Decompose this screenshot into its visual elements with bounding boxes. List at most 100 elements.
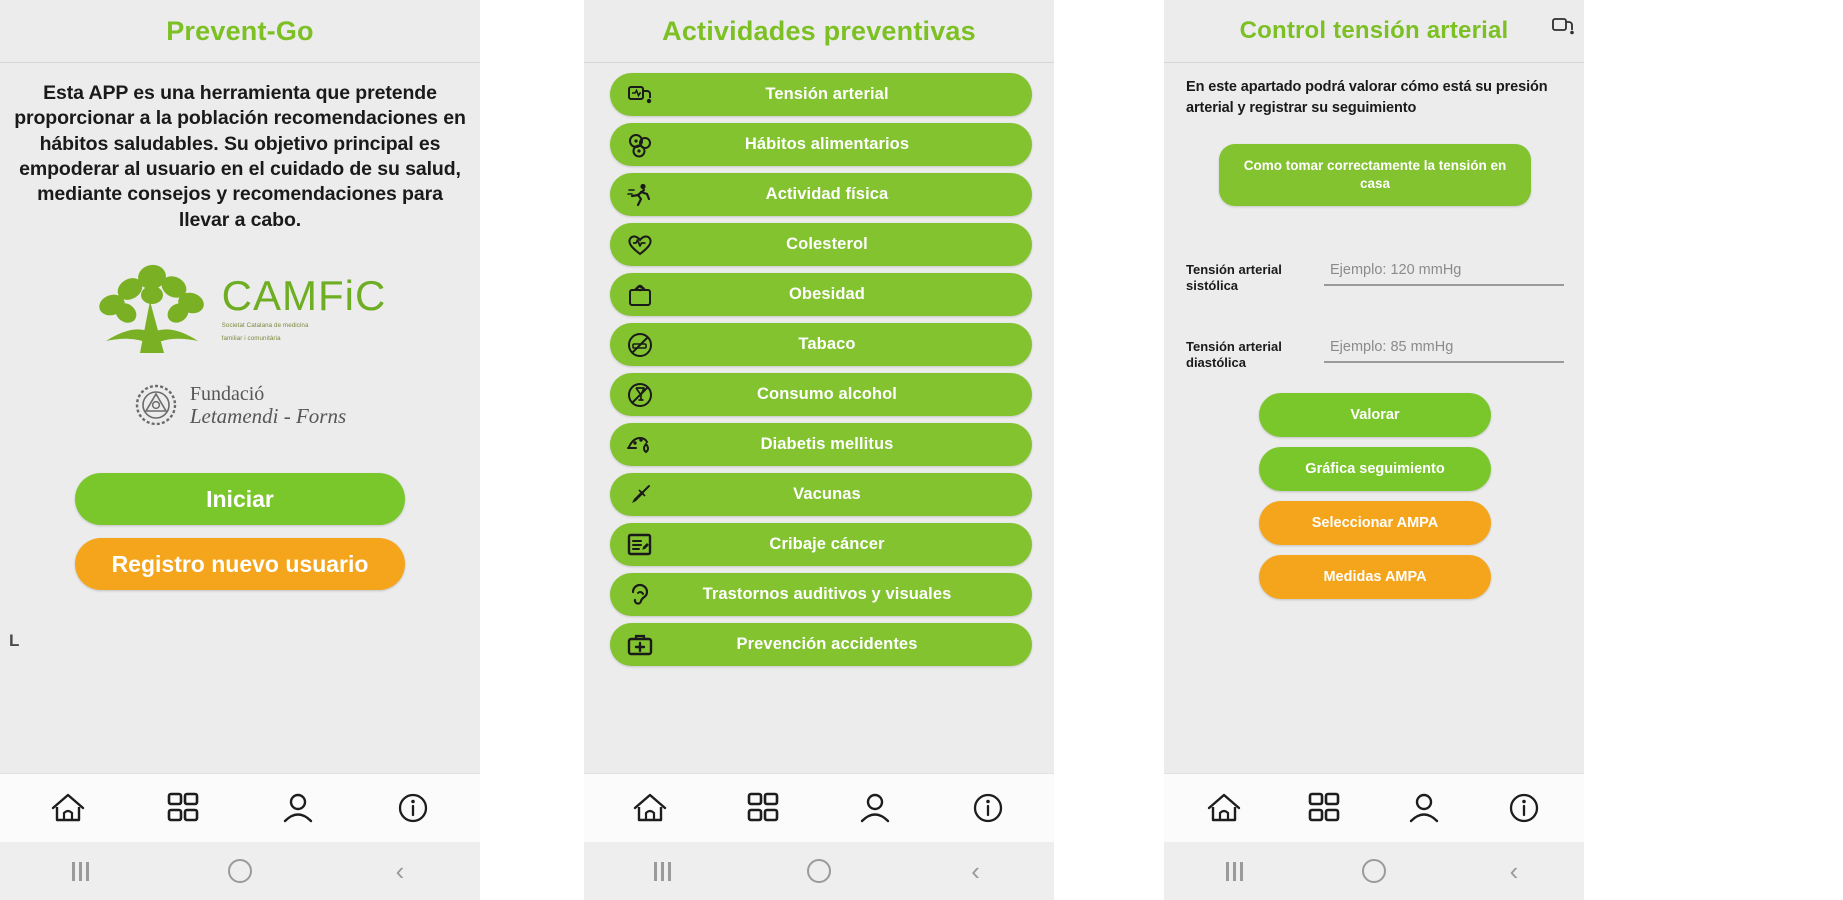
diastolic-input[interactable] xyxy=(1324,334,1564,363)
registro-nuevo-usuario-button[interactable]: Registro nuevo usuario xyxy=(75,538,405,591)
camfic-wordmark: CAMFiC Societat Catalana de medicina fam… xyxy=(221,271,387,344)
list-item[interactable]: Diabetis mellitus xyxy=(610,423,1032,466)
tab-info[interactable] xyxy=(960,784,1016,832)
tab-home[interactable] xyxy=(1196,784,1252,832)
page-title: Actividades preventivas xyxy=(662,15,976,46)
no-smoking-icon xyxy=(626,331,654,359)
stray-label: L xyxy=(9,631,20,650)
list-item[interactable]: Prevención accidentes xyxy=(610,623,1032,666)
camfic-subtitle-1: Societat Catalana de medicina xyxy=(221,321,309,329)
page-title: Control tensión arterial xyxy=(1239,17,1509,44)
system-nav-bar: ‹ xyxy=(584,842,1054,900)
bottom-tabbar xyxy=(0,773,480,842)
tab-info[interactable] xyxy=(385,784,441,832)
phone-screen-blood-pressure: Control tensión arterial En este apartad… xyxy=(1164,0,1584,900)
gap-right xyxy=(1584,0,1843,900)
list-item[interactable]: Obesidad xyxy=(610,273,1032,316)
bp-body: En este apartado podrá valorar cómo está… xyxy=(1164,63,1584,600)
list-item-label: Tabaco xyxy=(798,335,856,353)
fundacio-logo: Fundació Letamendi - Forns xyxy=(134,383,346,427)
system-nav-bar: ‹ xyxy=(0,842,480,900)
camfic-logo: CAMFiC Societat Catalana de medicina fam… xyxy=(94,261,387,357)
list-item-label: Cribaje cáncer xyxy=(769,535,885,553)
tab-profile[interactable] xyxy=(1396,784,1452,832)
list-item-label: Prevención accidentes xyxy=(736,635,918,653)
diastolic-field: Tensión arterial diastólica xyxy=(1186,334,1564,372)
systolic-input[interactable] xyxy=(1324,258,1564,287)
list-item[interactable]: Tabaco xyxy=(610,323,1032,366)
bottom-tabbar xyxy=(1164,773,1584,842)
bp-description: En este apartado podrá valorar cómo está… xyxy=(1186,79,1548,116)
blood-pressure-monitor-icon xyxy=(626,81,654,109)
recents-icon[interactable] xyxy=(50,851,110,891)
system-home-icon[interactable] xyxy=(1344,851,1404,891)
tree-person-logo-icon xyxy=(94,261,212,357)
list-item[interactable]: Tensión arterial xyxy=(610,73,1032,116)
recents-icon[interactable] xyxy=(1204,851,1264,891)
checklist-document-icon xyxy=(626,531,654,559)
list-item[interactable]: Actividad física xyxy=(610,173,1032,216)
fundacio-circle-logo-icon xyxy=(134,383,178,427)
list-item[interactable]: Cribaje cáncer xyxy=(610,523,1032,566)
home-content: Esta APP es una herramienta que pretende… xyxy=(0,63,480,773)
fundacio-line-1: Fundació xyxy=(189,382,265,405)
list-item-label: Consumo alcohol xyxy=(757,385,897,403)
tab-profile[interactable] xyxy=(847,784,903,832)
tab-home[interactable] xyxy=(622,784,678,832)
tab-activities[interactable] xyxy=(1296,784,1352,832)
activities-titlebar: Actividades preventivas xyxy=(584,0,1054,63)
como-tomar-tension-button[interactable]: Como tomar correctamente la tensión en c… xyxy=(1219,144,1531,207)
back-icon[interactable]: ‹ xyxy=(395,856,405,886)
gap-middle xyxy=(1054,0,1164,900)
list-item-label: Colesterol xyxy=(786,235,868,253)
system-home-icon[interactable] xyxy=(210,851,270,891)
bp-content: En este apartado podrá valorar cómo está… xyxy=(1164,63,1584,773)
phone-screen-home: Prevent-Go Esta APP es una herramienta q… xyxy=(0,0,480,900)
camfic-subtitle-2: familiar i comunitària xyxy=(221,335,281,343)
measure-icon[interactable] xyxy=(1549,12,1577,40)
tab-activities[interactable] xyxy=(155,784,211,832)
back-icon[interactable]: ‹ xyxy=(1509,856,1519,886)
bottom-tabbar xyxy=(584,773,1054,842)
systolic-label: Tensión arterial sistólica xyxy=(1186,262,1282,294)
list-item-label: Diabetis mellitus xyxy=(760,435,894,453)
seleccionar-ampa-button[interactable]: Seleccionar AMPA xyxy=(1259,501,1491,546)
medidas-ampa-button[interactable]: Medidas AMPA xyxy=(1259,555,1491,600)
list-item-label: Obesidad xyxy=(789,285,865,303)
list-item[interactable]: Trastornos auditivos y visuales xyxy=(610,573,1032,616)
list-item-label: Tensión arterial xyxy=(765,85,889,103)
system-home-icon[interactable] xyxy=(789,851,849,891)
list-item-label: Actividad física xyxy=(765,185,889,203)
tab-home[interactable] xyxy=(40,784,96,832)
back-icon[interactable]: ‹ xyxy=(971,856,980,886)
bp-actions: Valorar Gráfica seguimiento Seleccionar … xyxy=(1186,393,1564,600)
camfic-name: CAMFiC xyxy=(221,271,387,319)
logo-group: CAMFiC Societat Catalana de medicina fam… xyxy=(0,261,480,427)
activities-list: Tensión arterial Hábitos alimentarios Ac… xyxy=(584,63,1054,666)
gap-left xyxy=(480,0,584,900)
list-item[interactable]: Colesterol xyxy=(610,223,1032,266)
recents-icon[interactable] xyxy=(632,851,692,891)
system-nav-bar: ‹ xyxy=(1164,842,1584,900)
list-item-label: Vacunas xyxy=(793,485,861,503)
diastolic-label: Tensión arterial diastólica xyxy=(1186,338,1282,370)
tab-profile[interactable] xyxy=(270,784,326,832)
iniciar-button[interactable]: Iniciar xyxy=(75,473,405,526)
tab-activities[interactable] xyxy=(735,784,791,832)
fundacio-line-2: Letamendi - Forns xyxy=(189,403,347,428)
valorar-button[interactable]: Valorar xyxy=(1259,393,1491,438)
bp-titlebar: Control tensión arterial xyxy=(1164,0,1584,63)
list-item-label: Hábitos alimentarios xyxy=(744,135,910,153)
phone-screen-activities: Actividades preventivas Tensión arterial… xyxy=(584,0,1054,900)
fruits-food-icon xyxy=(626,131,654,159)
syringe-icon xyxy=(626,481,654,509)
page-title: Prevent-Go xyxy=(166,15,314,46)
tab-info[interactable] xyxy=(1496,784,1552,832)
heart-shield-icon xyxy=(626,231,654,259)
list-item[interactable]: Hábitos alimentarios xyxy=(610,123,1032,166)
activities-content: Tensión arterial Hábitos alimentarios Ac… xyxy=(584,63,1054,773)
list-item[interactable]: Vacunas xyxy=(610,473,1032,516)
grafica-seguimiento-button[interactable]: Gráfica seguimiento xyxy=(1259,447,1491,492)
list-item[interactable]: Consumo alcohol xyxy=(610,373,1032,416)
